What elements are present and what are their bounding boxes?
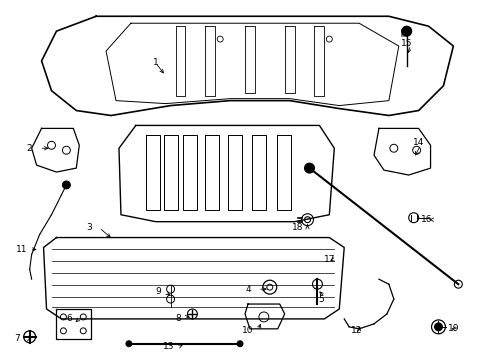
Text: 18: 18 [291,223,303,232]
Text: 9: 9 [156,287,161,296]
Circle shape [304,163,314,173]
Text: 7: 7 [14,334,20,343]
Text: 17: 17 [323,255,334,264]
Text: 6: 6 [66,314,72,323]
Text: 14: 14 [412,138,424,147]
Circle shape [237,341,243,347]
Circle shape [401,26,411,36]
Text: 1: 1 [153,58,158,67]
Text: 11: 11 [16,245,27,254]
Circle shape [62,181,70,189]
Text: 3: 3 [86,223,92,232]
Text: 4: 4 [244,285,250,294]
Text: 5: 5 [318,294,324,303]
Text: 2: 2 [27,144,32,153]
Text: 16: 16 [420,215,431,224]
Text: 12: 12 [351,326,362,335]
Circle shape [434,323,442,331]
Text: 15: 15 [400,39,412,48]
Circle shape [126,341,132,347]
Text: 19: 19 [447,324,458,333]
Text: 8: 8 [175,314,181,323]
Text: 10: 10 [242,326,253,335]
Text: 13: 13 [163,342,174,351]
